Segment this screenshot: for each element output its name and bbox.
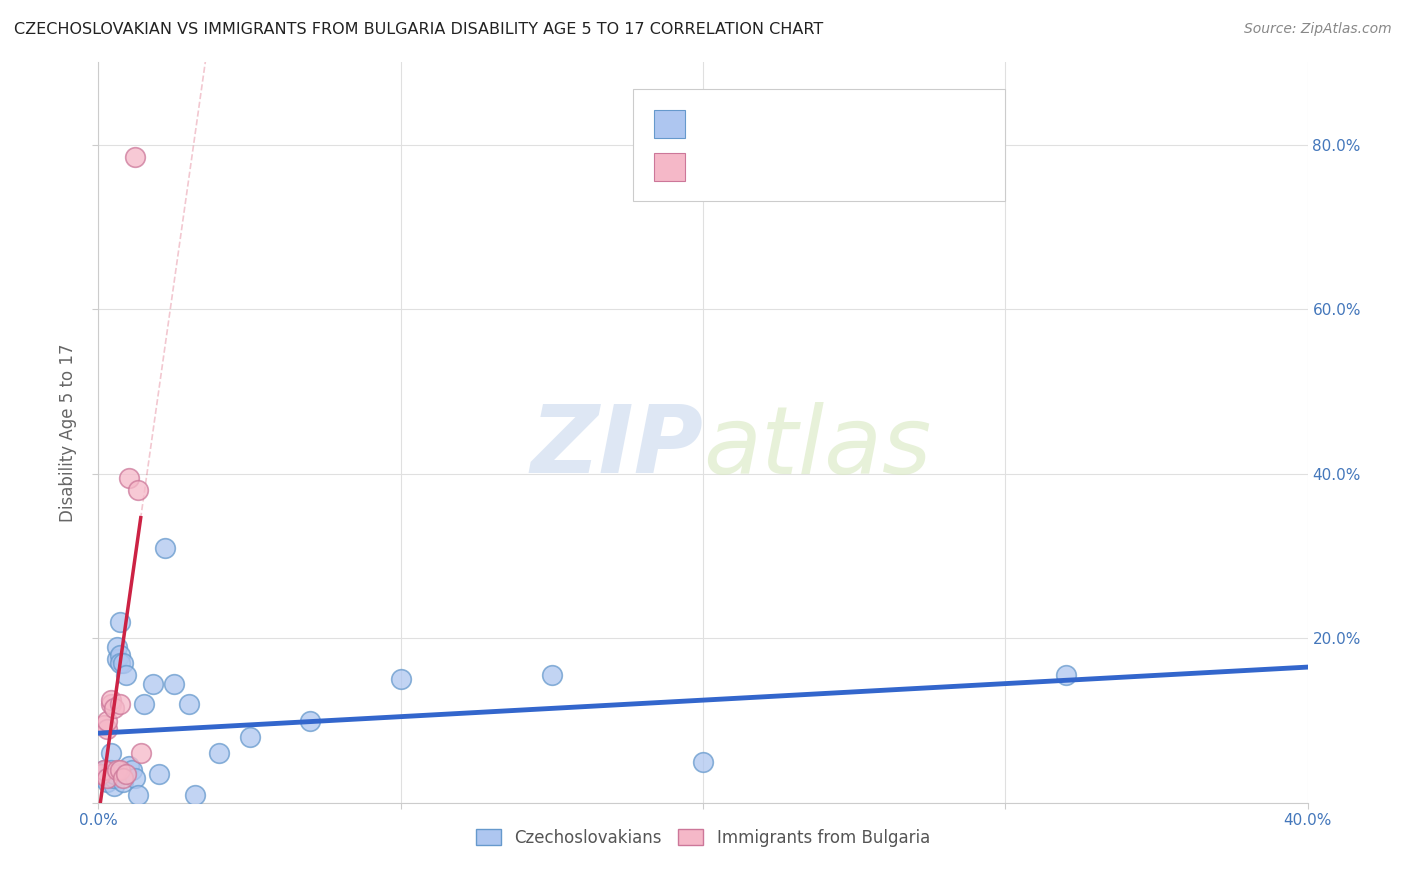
Point — [105, 763, 128, 777]
Point — [1054, 668, 1077, 682]
Point — [93, 717, 115, 731]
Point — [100, 697, 122, 711]
Point — [96, 771, 118, 785]
Text: 0.172: 0.172 — [724, 115, 780, 133]
Point — [127, 483, 149, 498]
Point — [96, 722, 118, 736]
Point — [111, 656, 134, 670]
Point — [389, 673, 412, 687]
Point — [96, 767, 118, 781]
Legend: Czechoslovakians, Immigrants from Bulgaria: Czechoslovakians, Immigrants from Bulgar… — [470, 822, 936, 854]
Point — [692, 755, 714, 769]
Text: Source: ZipAtlas.com: Source: ZipAtlas.com — [1244, 22, 1392, 37]
Point — [93, 763, 115, 777]
Text: CZECHOSLOVAKIAN VS IMMIGRANTS FROM BULGARIA DISABILITY AGE 5 TO 17 CORRELATION C: CZECHOSLOVAKIAN VS IMMIGRANTS FROM BULGA… — [14, 22, 824, 37]
Point — [153, 541, 176, 555]
Point — [103, 780, 125, 794]
Point — [100, 771, 122, 785]
Point — [105, 652, 128, 666]
Point — [163, 676, 186, 690]
Text: ZIP: ZIP — [530, 401, 703, 493]
Point — [108, 697, 131, 711]
Text: N =: N = — [792, 115, 831, 133]
Text: 18: 18 — [823, 158, 848, 176]
Point — [184, 788, 207, 802]
Point — [208, 747, 231, 761]
Text: 0.777: 0.777 — [724, 158, 780, 176]
Point — [132, 697, 155, 711]
Point — [148, 767, 170, 781]
Point — [105, 640, 128, 654]
Point — [121, 763, 143, 777]
Point — [108, 615, 131, 629]
Point — [108, 763, 131, 777]
Point — [108, 656, 131, 670]
Point — [100, 693, 122, 707]
Point — [96, 714, 118, 728]
Point — [124, 771, 146, 785]
Point — [114, 767, 136, 781]
Point — [124, 150, 146, 164]
Text: 38: 38 — [823, 115, 848, 133]
Point — [179, 697, 201, 711]
Point — [93, 771, 115, 785]
Point — [100, 747, 122, 761]
Point — [100, 763, 122, 777]
Point — [142, 676, 165, 690]
Point — [129, 747, 152, 761]
Point — [127, 788, 149, 802]
Point — [118, 471, 141, 485]
Point — [90, 767, 112, 781]
Point — [103, 771, 125, 785]
Point — [111, 775, 134, 789]
Point — [111, 771, 134, 785]
Text: N =: N = — [792, 158, 831, 176]
Text: R =: R = — [692, 115, 731, 133]
Point — [93, 763, 115, 777]
Point — [239, 730, 262, 744]
Point — [108, 648, 131, 662]
Point — [540, 668, 562, 682]
Point — [96, 775, 118, 789]
Point — [299, 714, 322, 728]
Text: atlas: atlas — [703, 402, 931, 493]
Text: R =: R = — [692, 158, 731, 176]
Point — [90, 767, 112, 781]
Y-axis label: Disability Age 5 to 17: Disability Age 5 to 17 — [59, 343, 77, 522]
Point — [118, 758, 141, 772]
Point — [103, 767, 125, 781]
Point — [96, 763, 118, 777]
Point — [103, 701, 125, 715]
Point — [114, 668, 136, 682]
